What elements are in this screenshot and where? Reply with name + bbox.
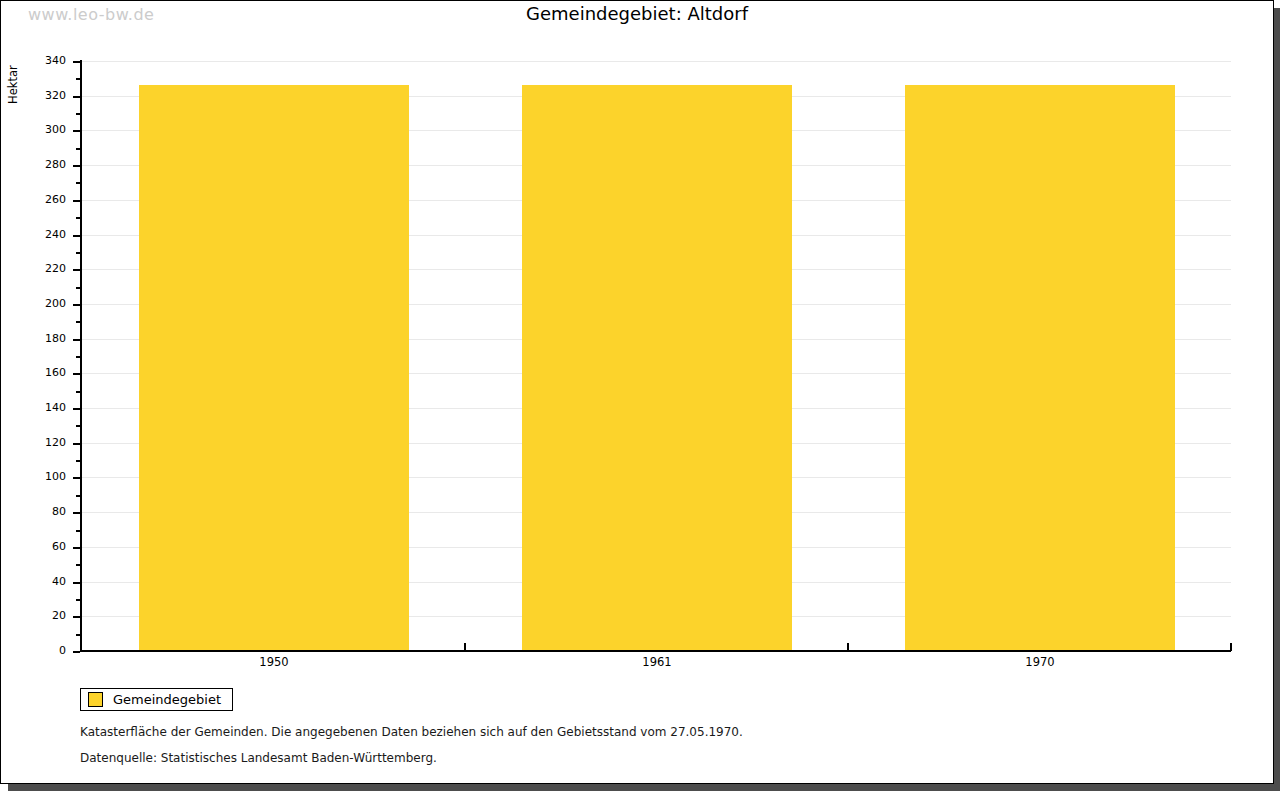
legend-label: Gemeindegebiet bbox=[113, 692, 221, 707]
y-major-tick bbox=[73, 304, 80, 306]
y-minor-tick bbox=[76, 530, 80, 532]
x-boundary-tick bbox=[847, 643, 849, 651]
y-tick-label: 280 bbox=[26, 158, 66, 171]
y-minor-tick bbox=[76, 252, 80, 254]
y-major-tick bbox=[73, 96, 80, 98]
y-minor-tick bbox=[76, 356, 80, 358]
legend: Gemeindegebiet bbox=[80, 688, 233, 711]
y-tick-label: 140 bbox=[26, 401, 66, 414]
y-tick-label: 160 bbox=[26, 366, 66, 379]
x-tick-label: 1950 bbox=[224, 655, 324, 669]
y-tick-label: 0 bbox=[26, 644, 66, 657]
y-major-tick bbox=[73, 61, 80, 63]
y-minor-tick bbox=[76, 182, 80, 184]
y-tick-label: 100 bbox=[26, 470, 66, 483]
y-tick-label: 180 bbox=[26, 332, 66, 345]
x-tick-label: 1961 bbox=[607, 655, 707, 669]
footnote-source: Datenquelle: Statistisches Landesamt Bad… bbox=[80, 751, 437, 765]
frame-shadow-right bbox=[1274, 8, 1280, 791]
y-minor-tick bbox=[76, 113, 80, 115]
y-tick-label: 200 bbox=[26, 297, 66, 310]
y-major-tick bbox=[73, 582, 80, 584]
y-tick-label: 80 bbox=[26, 505, 66, 518]
y-tick-label: 20 bbox=[26, 609, 66, 622]
y-major-tick bbox=[73, 616, 80, 618]
y-major-tick bbox=[73, 200, 80, 202]
y-minor-tick bbox=[76, 634, 80, 636]
x-boundary-tick bbox=[464, 643, 466, 651]
x-tick-label: 1970 bbox=[990, 655, 1090, 669]
plot-area: 0 20 40 60 80 100 120 140 160 180 200 220 240 260 280 3… bbox=[0, 0, 1274, 784]
y-major-tick bbox=[73, 651, 80, 653]
frame-shadow-bottom bbox=[8, 784, 1274, 791]
y-minor-tick bbox=[76, 425, 80, 427]
legend-swatch-icon bbox=[88, 692, 103, 707]
y-minor-tick bbox=[76, 391, 80, 393]
y-tick-label: 220 bbox=[26, 262, 66, 275]
x-axis-line bbox=[80, 650, 1231, 652]
y-major-tick bbox=[73, 443, 80, 445]
y-minor-tick bbox=[76, 564, 80, 566]
y-tick-label: 300 bbox=[26, 123, 66, 136]
y-major-tick bbox=[73, 373, 80, 375]
y-major-tick bbox=[73, 547, 80, 549]
y-tick-label: 120 bbox=[26, 436, 66, 449]
y-minor-tick bbox=[76, 599, 80, 601]
y-tick-label: 60 bbox=[26, 540, 66, 553]
y-tick-label: 260 bbox=[26, 193, 66, 206]
y-minor-tick bbox=[76, 321, 80, 323]
bar-1950 bbox=[139, 85, 409, 651]
y-tick-label: 40 bbox=[26, 575, 66, 588]
y-tick-label: 320 bbox=[26, 89, 66, 102]
y-minor-tick bbox=[76, 495, 80, 497]
y-minor-tick bbox=[76, 78, 80, 80]
y-minor-tick bbox=[76, 217, 80, 219]
y-major-tick bbox=[73, 130, 80, 132]
y-minor-tick bbox=[76, 460, 80, 462]
y-minor-tick bbox=[76, 148, 80, 150]
y-major-tick bbox=[73, 269, 80, 271]
y-major-tick bbox=[73, 235, 80, 237]
y-major-tick bbox=[73, 408, 80, 410]
bar-1961 bbox=[522, 85, 792, 651]
y-minor-tick bbox=[76, 287, 80, 289]
bar-1970 bbox=[905, 85, 1175, 651]
x-boundary-tick bbox=[1230, 643, 1232, 651]
y-tick-label: 340 bbox=[26, 54, 66, 67]
y-major-tick bbox=[73, 477, 80, 479]
y-axis-line bbox=[80, 60, 82, 652]
y-major-tick bbox=[73, 165, 80, 167]
y-tick-label: 240 bbox=[26, 228, 66, 241]
gridline bbox=[82, 61, 1231, 62]
y-major-tick bbox=[73, 512, 80, 514]
footnote-description: Katasterfläche der Gemeinden. Die angege… bbox=[80, 725, 743, 739]
y-major-tick bbox=[73, 339, 80, 341]
